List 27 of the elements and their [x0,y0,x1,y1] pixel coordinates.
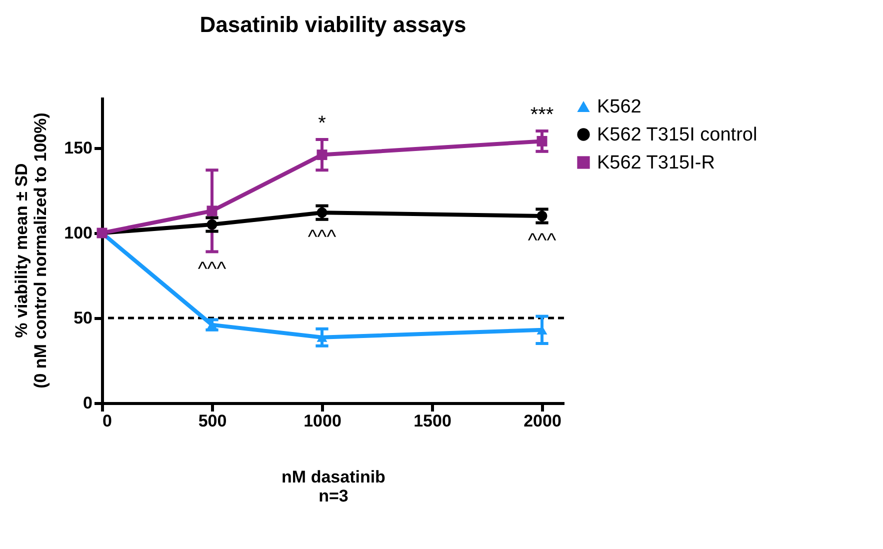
point [206,206,218,216]
x-axis-title: nM dasatinib [282,468,386,486]
y-tick-label: 50 [74,308,92,328]
annotation: ^^^ [308,226,337,248]
x-tick-label: 1000 [304,412,342,430]
point [206,219,218,230]
y-axis-title: % viability mean ± SD (0 nM control normalized to 100%) [12,112,50,388]
x-tick-label: 1500 [414,412,452,430]
annotation: *** [530,104,554,126]
chart-title: Dasatinib viability assays [200,12,466,37]
point [536,210,548,222]
text: n=3 [318,486,348,506]
legend-label: K562 T315I-R [597,152,715,174]
annotation: ^^^ [198,258,227,281]
annotation: * [318,112,326,134]
y-tick-label: 150 [64,138,92,158]
point [316,150,328,160]
legend-label: K562 [597,96,642,118]
legend-label: K562 T315I control [597,124,758,146]
point [536,136,548,146]
y-tick-label: 100 [64,224,92,242]
y-tick-label: 0 [83,394,92,412]
x-tick-label: 0 [102,412,112,430]
point [316,207,328,218]
x-tick-label: 2000 [524,412,562,430]
x-tick-label: 500 [198,412,227,430]
annotation: ^^^ [528,230,557,252]
